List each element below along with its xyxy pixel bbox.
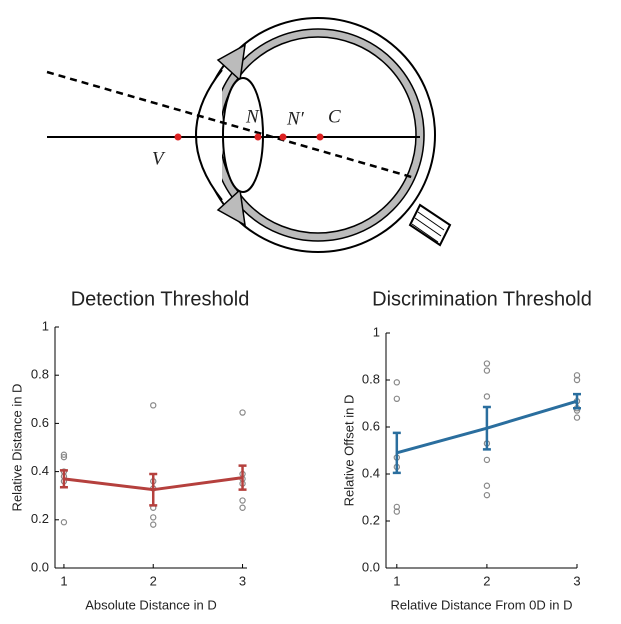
data-point — [573, 414, 581, 421]
data-point — [150, 521, 157, 528]
error-bar — [392, 431, 401, 475]
data-point — [393, 379, 401, 386]
y-axis-label: Relative Distance in D — [9, 384, 24, 512]
points — [174, 133, 324, 141]
data-point — [239, 497, 246, 504]
point — [279, 133, 287, 141]
y-tick-label: 0.2 — [362, 512, 380, 527]
error-bar — [149, 472, 158, 507]
data-point — [483, 491, 491, 499]
y-tick-label: 0.6 — [31, 415, 49, 430]
eye-diagram — [195, 17, 452, 253]
y-axis-label: Relative Offset in D — [341, 395, 356, 507]
error-bar — [59, 469, 68, 489]
error-bar — [482, 405, 491, 451]
data-point — [239, 504, 246, 511]
data-point — [483, 360, 491, 367]
y-tick-label: 0.0 — [362, 559, 380, 574]
y-tick-label: 0.4 — [31, 463, 49, 478]
y-tick-label: 0.4 — [362, 465, 380, 480]
point — [316, 133, 324, 141]
data-point — [239, 409, 246, 416]
error-bar — [238, 464, 247, 491]
x-tick-label: 1 — [393, 573, 400, 588]
data-point — [573, 372, 581, 379]
data-point — [60, 451, 68, 458]
data-point — [60, 453, 68, 461]
y-tick-label: 0.0 — [31, 559, 49, 574]
data-point — [483, 367, 491, 374]
point — [174, 133, 182, 141]
y-tick-label: 0.8 — [362, 371, 380, 386]
error-bar — [573, 392, 581, 410]
diagram-label: N′ — [286, 108, 305, 129]
chart-title: Detection Threshold — [71, 288, 250, 310]
diagram-label: V — [152, 148, 166, 169]
diagram-label: C — [328, 106, 341, 127]
data-point — [60, 519, 68, 526]
data-point — [483, 456, 491, 464]
y-tick-label: 1 — [42, 318, 49, 333]
x-tick-label: 3 — [239, 573, 246, 588]
x-tick-label: 1 — [60, 573, 67, 588]
data-point — [393, 503, 401, 511]
data-point — [150, 514, 157, 521]
chart-title: Discrimination Threshold — [372, 288, 592, 310]
data-point — [393, 395, 401, 402]
y-tick-label: 1 — [373, 324, 380, 339]
data-point — [150, 402, 157, 409]
x-axis-label: Relative Distance From 0D in D — [390, 597, 572, 612]
data-point — [483, 393, 491, 400]
x-tick-label: 2 — [483, 573, 490, 588]
y-tick-label: 0.8 — [31, 367, 49, 382]
x-axis-label: Absolute Distance in D — [85, 597, 217, 612]
point — [254, 133, 262, 141]
diagram-label: N — [245, 106, 260, 127]
x-tick-label: 3 — [573, 573, 580, 588]
x-tick-label: 2 — [150, 573, 157, 588]
data-point — [483, 482, 491, 489]
visual-axis — [46, 70, 416, 180]
y-tick-label: 0.2 — [31, 511, 49, 526]
y-tick-label: 0.6 — [362, 418, 380, 433]
